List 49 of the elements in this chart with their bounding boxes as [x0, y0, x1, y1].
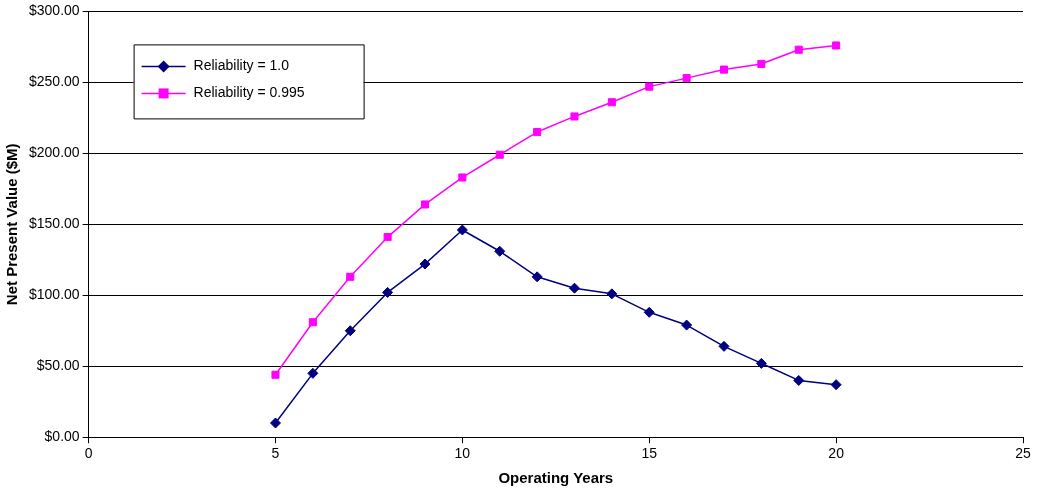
point: [269, 417, 281, 429]
point: [568, 282, 580, 294]
legend-label: Reliability = 0.995: [193, 84, 305, 101]
point: [383, 233, 392, 242]
point: [271, 370, 280, 379]
y-tick-label: $100.00: [29, 286, 80, 303]
point: [456, 224, 468, 236]
point: [494, 245, 506, 257]
point: [832, 41, 841, 50]
point: [346, 272, 355, 281]
point: [458, 173, 467, 182]
point: [682, 74, 691, 83]
point: [607, 98, 616, 107]
point: [495, 150, 504, 159]
point: [718, 340, 730, 352]
point: [755, 357, 767, 369]
y-tick-label: $150.00: [29, 215, 80, 232]
point: [344, 325, 356, 337]
x-tick-label: 15: [641, 445, 658, 462]
point: [794, 45, 803, 54]
point: [570, 112, 579, 121]
x-tick-label: 25: [1015, 445, 1031, 462]
point: [719, 65, 729, 74]
y-tick-label: $200.00: [29, 144, 80, 161]
x-axis-title: Operating Years: [498, 469, 614, 487]
point: [830, 379, 842, 391]
y-tick-label: $0.00: [44, 428, 80, 445]
point: [606, 288, 618, 300]
point: [419, 258, 431, 270]
point: [681, 319, 693, 331]
y-tick-label: $300.00: [29, 2, 80, 19]
point: [645, 82, 654, 91]
x-tick-label: 20: [828, 445, 845, 462]
x-tick-label: 0: [84, 445, 93, 462]
point: [757, 59, 766, 68]
point: [533, 128, 542, 137]
point: [382, 286, 394, 298]
y-tick-label: $250.00: [29, 73, 80, 90]
point: [307, 367, 319, 379]
point: [793, 374, 805, 386]
x-tick-label: 5: [271, 445, 280, 462]
point: [420, 200, 430, 209]
y-axis-title: Net Present Value ($M): [3, 143, 21, 306]
y-tick-label: $50.00: [36, 357, 80, 374]
legend-label: Reliability = 1.0: [193, 57, 290, 74]
point: [531, 271, 543, 283]
point: [643, 306, 655, 318]
x-tick-label: 10: [454, 445, 471, 462]
point: [308, 318, 317, 327]
